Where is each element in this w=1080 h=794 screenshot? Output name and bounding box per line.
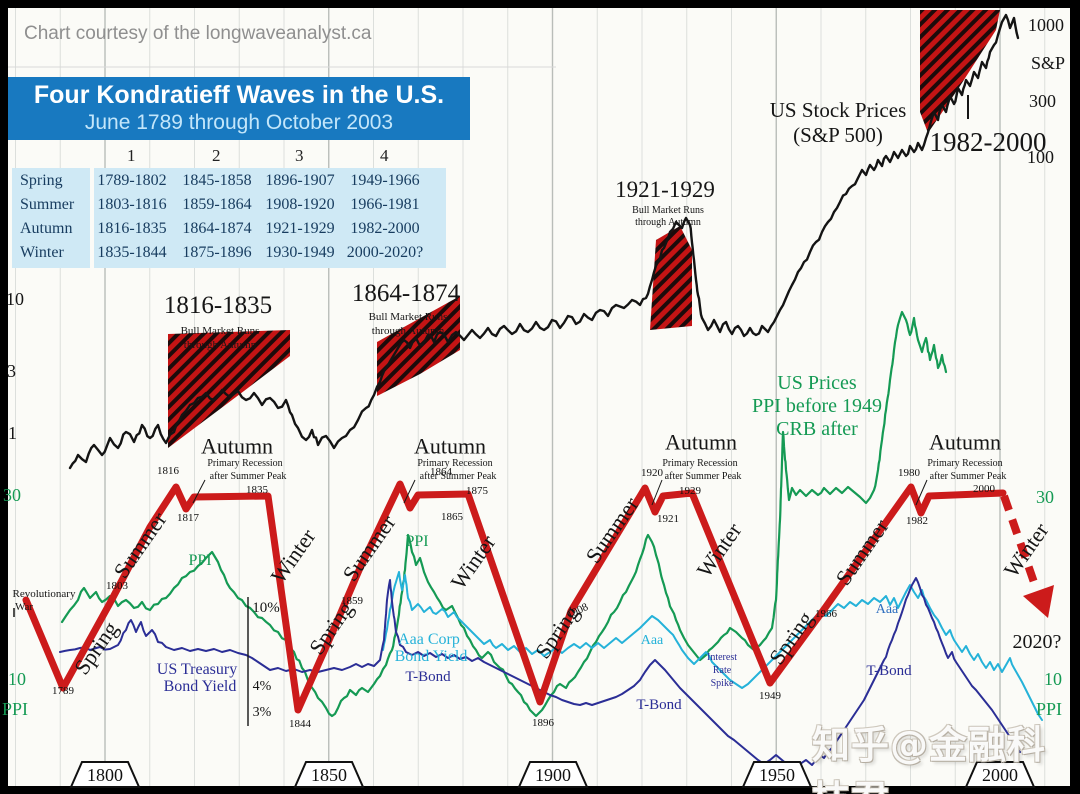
- table-season-label: Summer: [20, 196, 75, 213]
- table-period-cell: 2000-2020?: [346, 244, 424, 261]
- table-period-cell: 1949-1966: [350, 172, 420, 189]
- table-season-label: Winter: [20, 244, 64, 261]
- table-period-cell: 1835-1844: [97, 244, 167, 261]
- table-season-label: Autumn: [20, 220, 73, 237]
- table-season-column-bg: [12, 168, 90, 268]
- table-period-cell: 1816-1835: [97, 220, 167, 237]
- table-period-cell: 1875-1896: [182, 244, 252, 261]
- table-period-cell: 1896-1907: [265, 172, 335, 189]
- chart-title: Four Kondratieff Waves in the U.S.: [33, 81, 445, 109]
- table-period-cell: 1982-2000: [350, 220, 420, 237]
- chart-subtitle: June 1789 through October 2003: [84, 111, 394, 134]
- table-period-cell: 1921-1929: [265, 220, 335, 237]
- table-period-cell: 1908-1920: [265, 196, 335, 213]
- x-axis-year-tick: 1800: [87, 765, 123, 785]
- x-axis-year-tick: 2000: [982, 765, 1018, 785]
- table-period-cell: 1966-1981: [350, 196, 420, 213]
- table-data-bg: [94, 168, 446, 268]
- x-axis-year-tick: 1950: [759, 765, 795, 785]
- table-period-cell: 1803-1816: [97, 196, 167, 213]
- x-axis-year-tick: 1900: [535, 765, 571, 785]
- table-col-header: 4: [380, 146, 389, 165]
- chart-title-box: Four Kondratieff Waves in the U.S. June …: [8, 77, 470, 140]
- table-period-cell: 1930-1949: [265, 244, 335, 261]
- table-period-cell: 1845-1858: [182, 172, 252, 189]
- table-period-cell: 1864-1874: [182, 220, 252, 237]
- table-period-cell: 1859-1864: [182, 196, 252, 213]
- table-season-label: Spring: [20, 172, 63, 189]
- table-period-cell: 1789-1802: [97, 172, 167, 189]
- table-col-header: 2: [212, 146, 221, 165]
- table-col-header: 1: [127, 146, 136, 165]
- zhihu-watermark: 知乎@金融科技君: [812, 723, 1047, 794]
- chart-courtesy-caption: Chart courtesy of the longwaveanalyst.ca: [24, 23, 372, 44]
- table-col-header: 3: [295, 146, 304, 165]
- x-axis-year-tick: 1850: [311, 765, 347, 785]
